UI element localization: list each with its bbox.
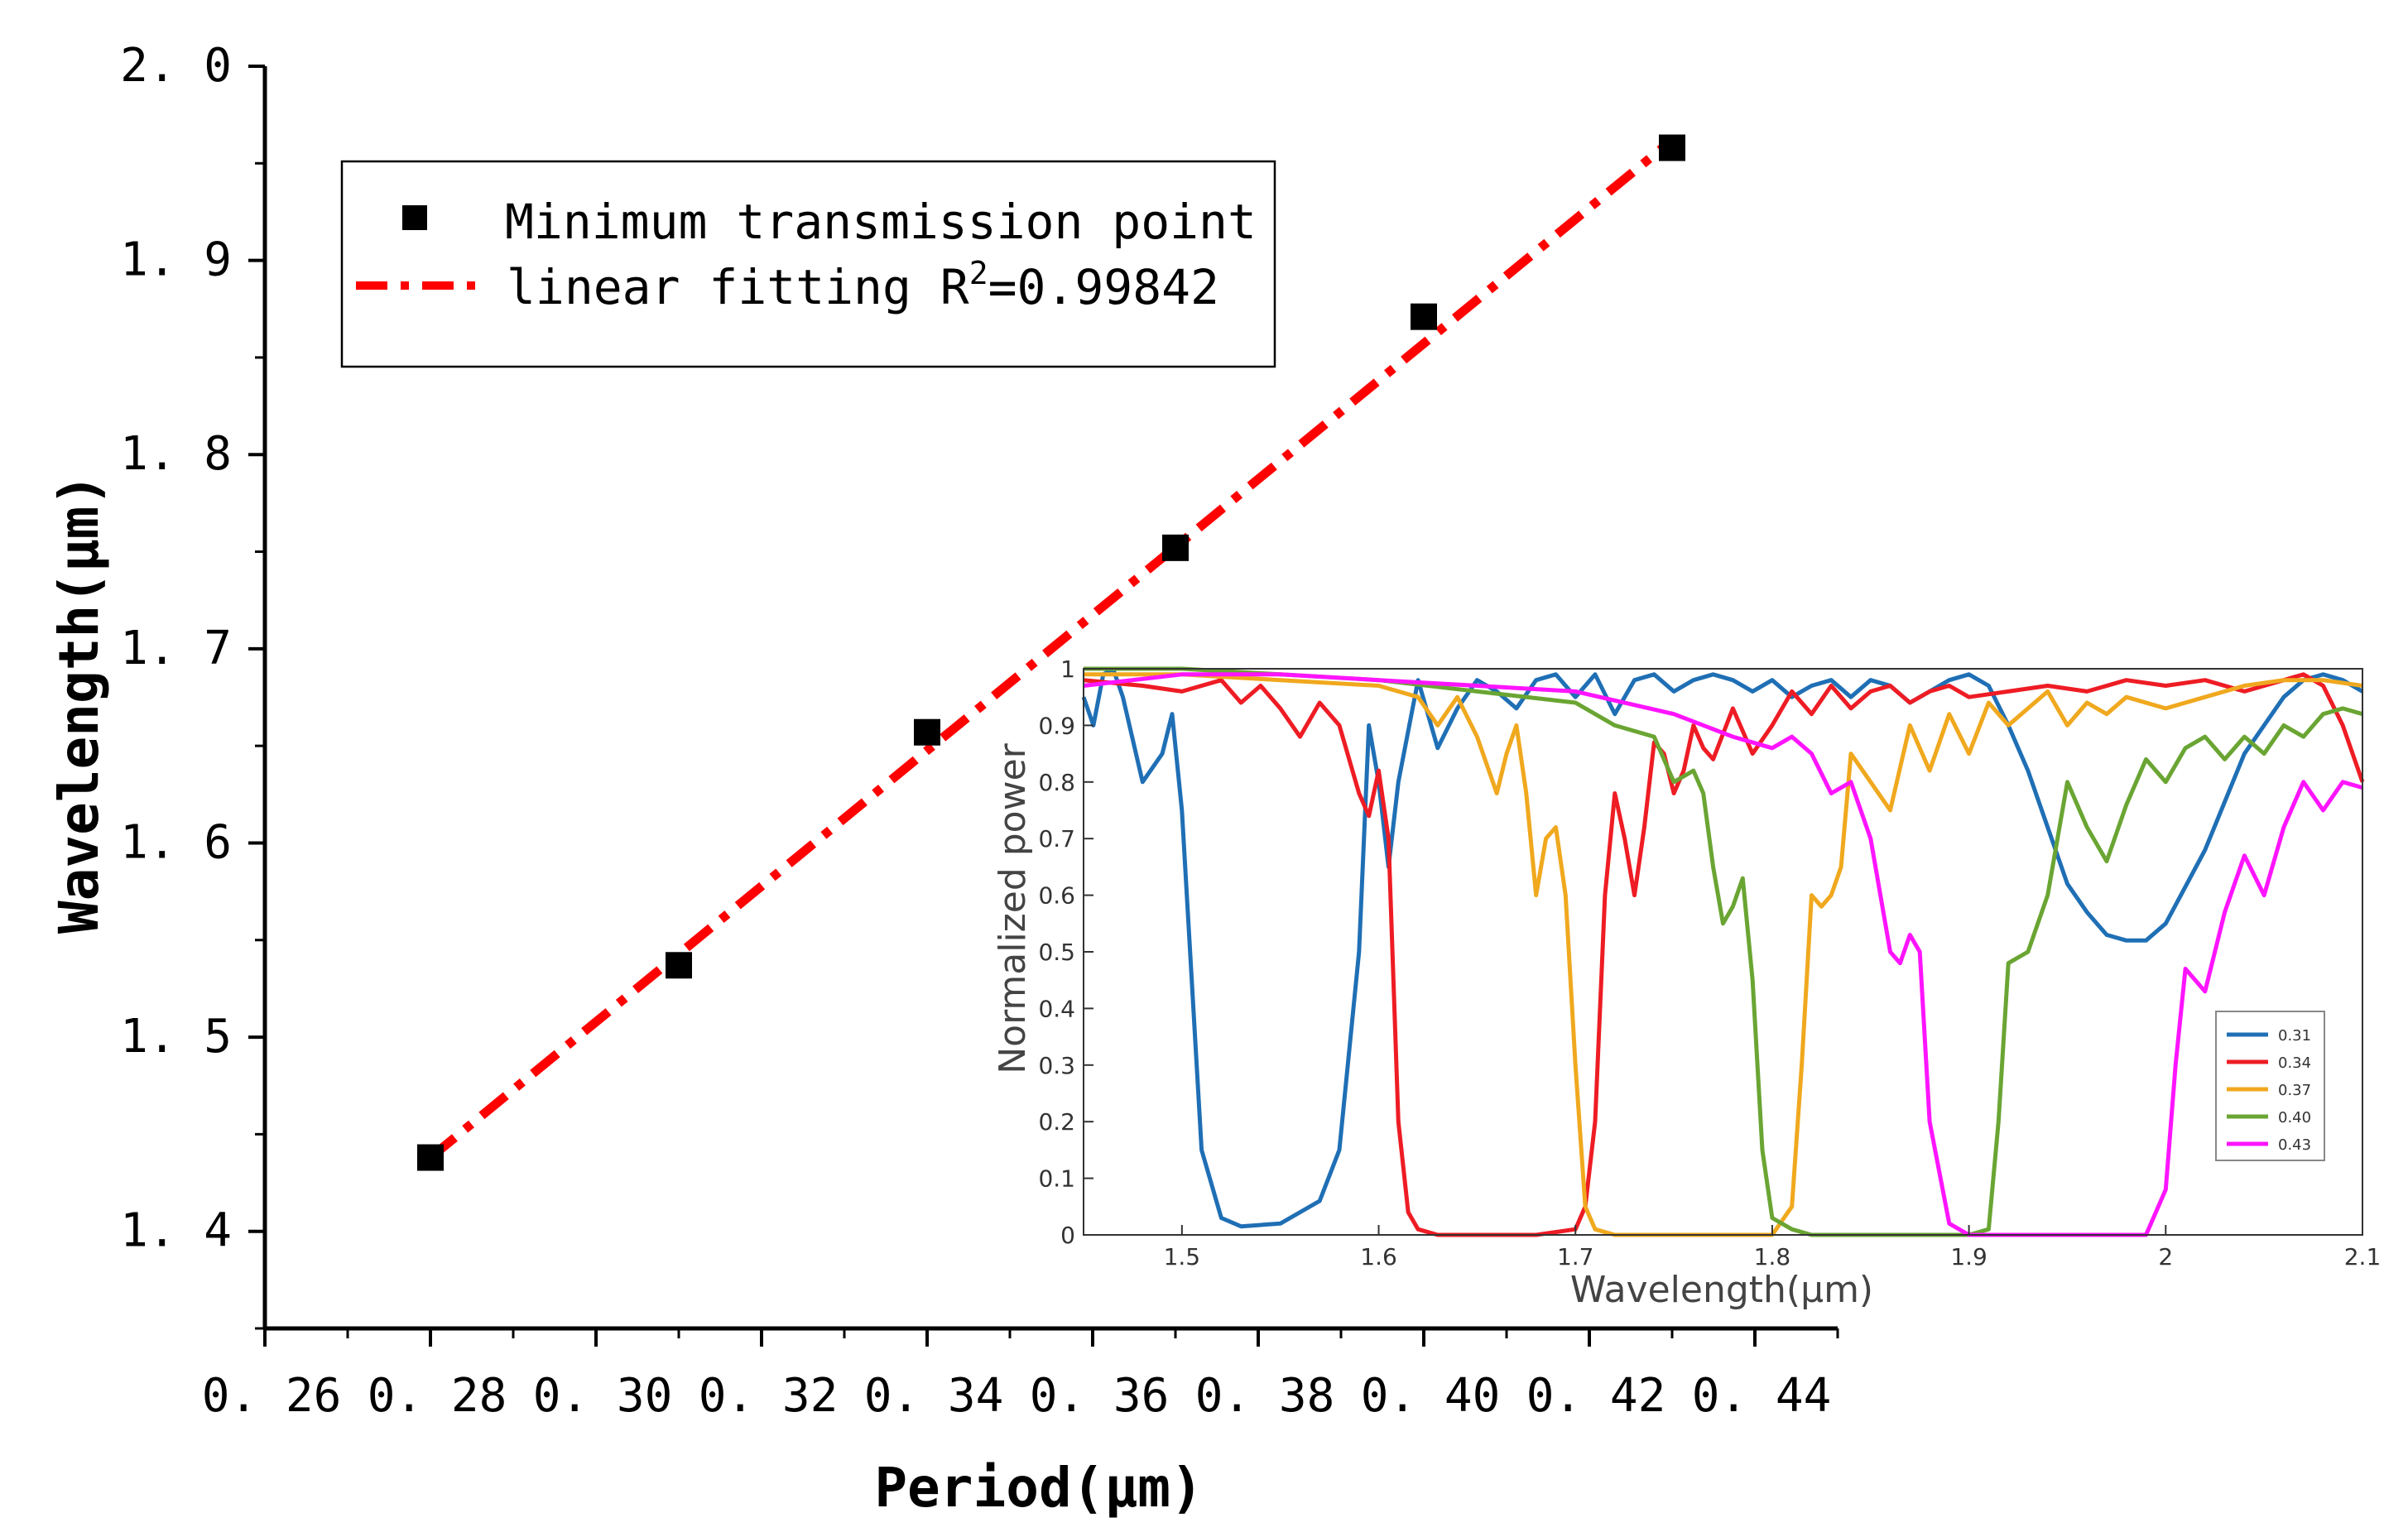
y-tick-label: 2. 0: [120, 39, 232, 93]
main-fit-line-group: [427, 136, 1675, 1161]
y-tick-label: 1. 5: [120, 1010, 232, 1064]
inset-legend-label: 0.40: [2278, 1109, 2311, 1126]
fit-line: [427, 136, 1675, 1161]
y-tick-label: 1. 7: [120, 622, 232, 675]
y-tick-label: 1. 9: [120, 233, 232, 287]
inset-y-tick-label: 0: [1060, 1222, 1075, 1249]
x-tick-label: 0. 36: [1030, 1369, 1170, 1423]
x-tick-label: 0. 28: [368, 1369, 507, 1423]
inset-y-tick-label: 0.4: [1038, 995, 1075, 1022]
data-point: [1659, 134, 1685, 161]
data-point: [1411, 303, 1437, 330]
inset-y-tick-label: 0.9: [1038, 712, 1075, 739]
x-tick-label: 0. 30: [533, 1369, 673, 1423]
legend-label-fit: linear fitting R2=0.99842: [507, 255, 1219, 315]
inset-series-0-31: [1081, 666, 2364, 1229]
x-tick-label: 0. 44: [1692, 1369, 1832, 1423]
legend-fit-value: =0.99842: [988, 259, 1219, 315]
data-point: [914, 718, 940, 746]
inset-y-tick-label: 1: [1060, 656, 1075, 683]
inset-legend: 0.31 0.34 0.37 0.40 0.43: [2215, 1011, 2325, 1161]
x-tick-label: 0. 38: [1195, 1369, 1335, 1423]
inset-x-tick-label: 1.8: [1754, 1243, 1791, 1270]
inset-y-tick-label: 0.3: [1038, 1052, 1075, 1079]
legend-fit-sup: 2: [969, 255, 988, 291]
inset-x-tick-label: 1.7: [1557, 1243, 1594, 1270]
x-tick-label: 0. 34: [864, 1369, 1004, 1423]
y-axis-label: Wavelength(μm): [47, 473, 111, 934]
inset-y-tick-label: 0.2: [1038, 1108, 1075, 1136]
inset-y-tick-label: 0.6: [1038, 882, 1075, 910]
y-tick-label: 1. 8: [120, 427, 232, 481]
inset-x-tick-label: 2: [2158, 1243, 2173, 1270]
legend-box: [340, 160, 1276, 368]
x-axis-label: Period(μm): [874, 1456, 1203, 1520]
inset-legend-label: 0.31: [2278, 1027, 2311, 1045]
inset-x-tick-label: 1.6: [1360, 1243, 1397, 1270]
inset-x-tick-label: 1.9: [1950, 1243, 1987, 1270]
inset-y-axis-label: Normalized power: [992, 742, 1034, 1073]
inset-plot: 1.5 1.6 1.7 1.8 1.9 2 2.1 0 0.1 0.2 0.3 0.4 0.5 0.6 0.…: [992, 656, 2381, 1311]
inset-y-tick-label: 0.5: [1038, 939, 1075, 966]
inset-y-tick-label: 0.7: [1038, 825, 1075, 853]
inset-series-0-43: [1083, 672, 2363, 1237]
legend-label-points: Minimum transmission point: [505, 194, 1257, 250]
inset-series-group: [1081, 666, 2365, 1237]
inset-legend-label: 0.34: [2278, 1054, 2311, 1072]
inset-y-tick-label: 0.8: [1038, 769, 1075, 796]
inset-legend-label: 0.37: [2278, 1082, 2311, 1099]
legend-marker-square: [402, 205, 427, 230]
legend-fit-text: linear fitting R: [507, 259, 969, 315]
inset-y-tick-label: 0.1: [1038, 1165, 1075, 1193]
y-tick-label: 1. 4: [120, 1204, 232, 1258]
x-tick-label: 0. 32: [699, 1369, 839, 1423]
inset-x-axis-label: Wavelength(μm): [1570, 1269, 1873, 1311]
inset-x-tick-label: 2.1: [2344, 1243, 2382, 1270]
data-point: [666, 952, 692, 979]
data-point: [1162, 534, 1189, 561]
main-ticks: 0. 26 0. 28 0. 30 0. 32 0. 34 0. 36 0. 38 0. 40…: [120, 39, 1839, 1423]
main-plot: 0. 26 0. 28 0. 30 0. 32 0. 34 0. 36 0. 38 0. 40…: [47, 39, 1839, 1520]
inset-ticks: 1.5 1.6 1.7 1.8 1.9 2 2.1 0 0.1 0.2 0.3 0.4 0.5 0.6 0.…: [1038, 656, 2381, 1270]
x-tick-label: 0. 40: [1361, 1369, 1501, 1423]
data-point: [417, 1144, 444, 1171]
main-legend: Minimum transmission point linear fittin…: [340, 160, 1276, 368]
main-points-group: [417, 134, 1685, 1171]
x-tick-label: 0. 26: [202, 1369, 342, 1423]
y-tick-label: 1. 6: [120, 815, 232, 869]
inset-x-tick-label: 1.5: [1164, 1243, 1201, 1270]
main-axes: [262, 66, 1838, 1331]
inset-series-0-37: [1084, 672, 2363, 1237]
x-tick-label: 0. 42: [1526, 1369, 1666, 1423]
inset-legend-label: 0.43: [2278, 1136, 2311, 1154]
